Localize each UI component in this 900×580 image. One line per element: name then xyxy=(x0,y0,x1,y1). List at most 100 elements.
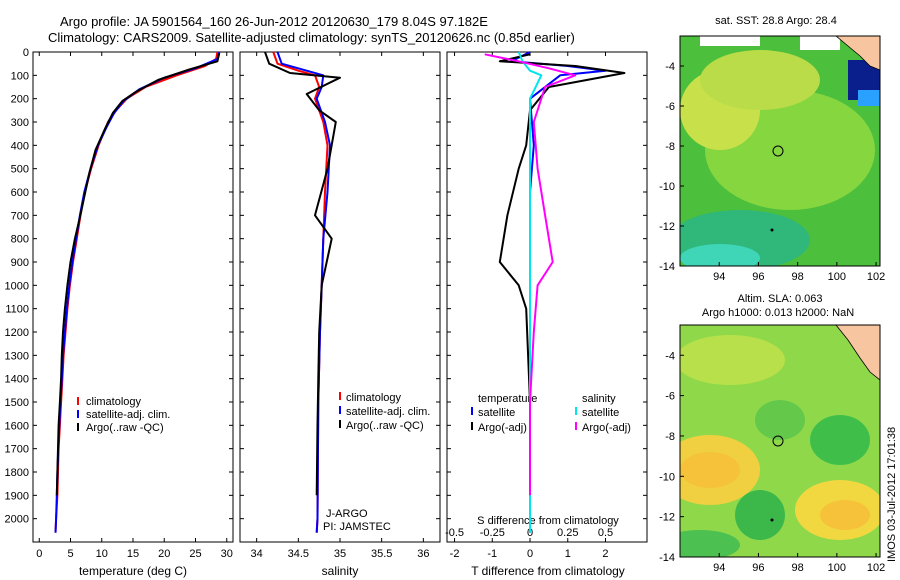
xtick-label: 0 xyxy=(527,548,533,560)
imos-timestamp: IMOS 03-Jul-2012 17:01:38 xyxy=(886,427,898,562)
salinity-chart: salinity climatology satellite-adj. clim… xyxy=(239,51,441,578)
xtick-label: 1 xyxy=(565,548,571,560)
diff-series-t-argo xyxy=(498,53,626,496)
map-xtick-label: 98 xyxy=(792,562,804,574)
difference-xlabel: T difference from climatology xyxy=(471,564,625,578)
sla-low-east xyxy=(810,415,870,465)
salinity-legend: climatology satellite-adj. clim. Argo(..… xyxy=(339,392,430,432)
sal-series-climatology xyxy=(272,51,329,533)
diff-series-s-argo xyxy=(484,53,577,496)
annotation-float-program: J-ARGO xyxy=(326,508,368,520)
difference-axes-frame xyxy=(446,51,648,543)
map-xtick-label: 98 xyxy=(792,271,804,283)
xtick-label-top: 0 xyxy=(527,527,533,539)
ytick-label: 700 xyxy=(11,210,29,222)
map-ytick-label: -6 xyxy=(665,391,675,403)
sla-argo-position-marker xyxy=(772,435,784,447)
salinity-axes-frame xyxy=(239,51,441,543)
sla-map-title: Altim. SLA: 0.063 xyxy=(738,293,823,305)
legend-s-header: salinity xyxy=(582,393,616,405)
xtick-label-top: -0.25 xyxy=(480,527,505,539)
map-xtick-label: 94 xyxy=(713,271,725,283)
sal-axis-ticks: 34 34.5 35 35.5 36 xyxy=(240,51,440,560)
diff-series-s-satellite xyxy=(517,51,543,533)
temp-series-climatology xyxy=(54,51,219,533)
legend-label-argo: Argo(..raw -QC) xyxy=(346,420,424,432)
map-ytick-label: -4 xyxy=(665,350,675,362)
map-ytick-label: -14 xyxy=(659,552,675,564)
xtick-label: 34.5 xyxy=(288,548,309,560)
header-line1: Argo profile: JA 5901564_160 26-Jun-2012… xyxy=(60,14,488,29)
m-sst-ticks: 94 96 98 100 102 -4 -6 -8 -10 -12 -14 xyxy=(659,61,885,283)
ytick-label: 0 xyxy=(23,47,29,59)
sst-cool-patch-south xyxy=(680,244,760,266)
temp-series-satellite-adj-clim- xyxy=(54,51,221,533)
xtick-label: 30 xyxy=(221,548,233,560)
map-ytick-label: -14 xyxy=(659,261,675,273)
xtick-label: 25 xyxy=(189,548,201,560)
xtick-label: 10 xyxy=(96,548,108,560)
map-xtick-label: 100 xyxy=(828,562,846,574)
sla-map-field xyxy=(680,325,880,557)
xtick-label: 34 xyxy=(251,548,263,560)
map-xtick-label: 102 xyxy=(867,562,885,574)
salinity-xlabel: salinity xyxy=(322,564,359,578)
sst-map-frame xyxy=(679,35,881,267)
temperature-chart: temperature (deg C) climatology satellit… xyxy=(5,47,234,578)
xtick-label: 0 xyxy=(36,548,42,560)
sst-cloud-mask-2 xyxy=(800,36,840,50)
sla-low-center xyxy=(755,400,805,440)
ytick-label: 500 xyxy=(11,164,29,176)
ytick-label: 1600 xyxy=(5,420,29,432)
ytick-label: 2000 xyxy=(5,514,29,526)
sst-previous-position-marker xyxy=(770,228,774,232)
header-line2: Climatology: CARS2009. Satellite-adjuste… xyxy=(48,30,575,45)
map-ytick-label: -8 xyxy=(665,141,675,153)
map-xtick-label: 100 xyxy=(828,271,846,283)
legend-s-argo: Argo(-adj) xyxy=(582,422,631,434)
legend-label-climatology: climatology xyxy=(86,396,142,408)
legend-label-satellite: satellite-adj. clim. xyxy=(86,409,170,421)
ytick-label: 1200 xyxy=(5,327,29,339)
temperature-legend: climatology satellite-adj. clim. Argo(..… xyxy=(77,396,170,434)
legend-label-climatology: climatology xyxy=(346,392,402,404)
ytick-label: 1400 xyxy=(5,374,29,386)
xtick-label: -2 xyxy=(450,548,460,560)
sst-map-field xyxy=(680,36,880,266)
sla-map-subtitle: Argo h1000: 0.013 h2000: NaN xyxy=(702,307,854,319)
legend-label-satellite: satellite-adj. clim. xyxy=(346,406,430,418)
sal-series-argo-raw-qc- xyxy=(264,51,341,496)
xtick-label: 5 xyxy=(67,548,73,560)
xtick-label-top: 0.5 xyxy=(598,527,613,539)
legend-s-satellite: satellite xyxy=(582,407,619,419)
xtick-label-top: -0.5 xyxy=(445,527,464,539)
xtick-label: 36 xyxy=(417,548,429,560)
legend-label-argo: Argo(..raw -QC) xyxy=(86,422,164,434)
map-ytick-label: -12 xyxy=(659,512,675,524)
ytick-label: 100 xyxy=(11,70,29,82)
sla-map: Altim. SLA: 0.063 Argo h1000: 0.013 h200… xyxy=(659,293,885,574)
xtick-label: 20 xyxy=(158,548,170,560)
map-xtick-label: 102 xyxy=(867,271,885,283)
ytick-label: 1700 xyxy=(5,444,29,456)
temperature-axes-frame xyxy=(32,51,234,543)
xtick-label: 35.5 xyxy=(371,548,392,560)
sla-previous-position-marker xyxy=(770,518,774,522)
diff-series-t-satellite xyxy=(510,51,607,533)
sst-map-title: sat. SST: 28.8 Argo: 28.4 xyxy=(715,15,837,27)
ytick-label: 1000 xyxy=(5,280,29,292)
ytick-label: 600 xyxy=(11,187,29,199)
temp-series-argo-raw-qc- xyxy=(55,52,221,496)
sla-low-southwest xyxy=(680,530,740,557)
ytick-label: 1100 xyxy=(5,304,29,316)
ytick-label: 1800 xyxy=(5,467,29,479)
temp-axis-ticks: 0100200300400500600700800900100011001200… xyxy=(5,47,233,560)
sst-land-sumatra xyxy=(835,36,880,71)
ytick-label: 800 xyxy=(11,234,29,246)
sla-high-west-core xyxy=(680,452,740,488)
ytick-label: 1900 xyxy=(5,490,29,502)
map-xtick-label: 96 xyxy=(752,562,764,574)
ytick-label: 1500 xyxy=(5,397,29,409)
sst-warm-patch-north xyxy=(700,50,820,110)
